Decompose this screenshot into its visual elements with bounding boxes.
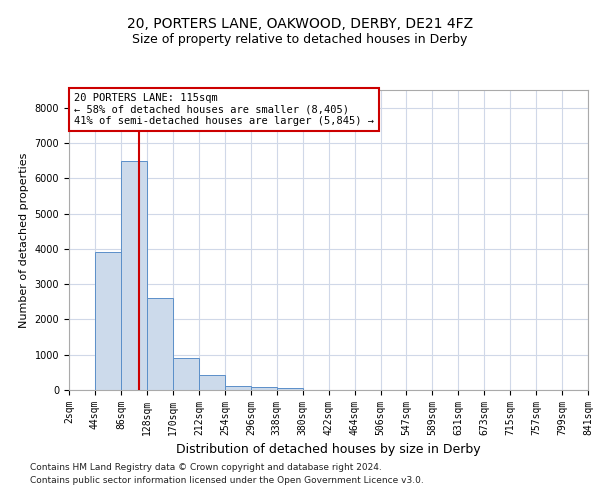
Bar bbox=[277, 388, 303, 390]
Bar bbox=[121, 160, 147, 390]
Bar bbox=[147, 298, 173, 390]
Text: Contains public sector information licensed under the Open Government Licence v3: Contains public sector information licen… bbox=[30, 476, 424, 485]
Text: 20 PORTERS LANE: 115sqm
← 58% of detached houses are smaller (8,405)
41% of semi: 20 PORTERS LANE: 115sqm ← 58% of detache… bbox=[74, 93, 374, 126]
Y-axis label: Number of detached properties: Number of detached properties bbox=[19, 152, 29, 328]
Bar bbox=[225, 386, 251, 390]
Bar bbox=[251, 387, 277, 390]
Text: 20, PORTERS LANE, OAKWOOD, DERBY, DE21 4FZ: 20, PORTERS LANE, OAKWOOD, DERBY, DE21 4… bbox=[127, 18, 473, 32]
Text: Contains HM Land Registry data © Crown copyright and database right 2024.: Contains HM Land Registry data © Crown c… bbox=[30, 462, 382, 471]
Bar bbox=[173, 358, 199, 390]
Bar bbox=[95, 252, 121, 390]
X-axis label: Distribution of detached houses by size in Derby: Distribution of detached houses by size … bbox=[176, 444, 481, 456]
Text: Size of property relative to detached houses in Derby: Size of property relative to detached ho… bbox=[133, 32, 467, 46]
Bar bbox=[199, 375, 225, 390]
